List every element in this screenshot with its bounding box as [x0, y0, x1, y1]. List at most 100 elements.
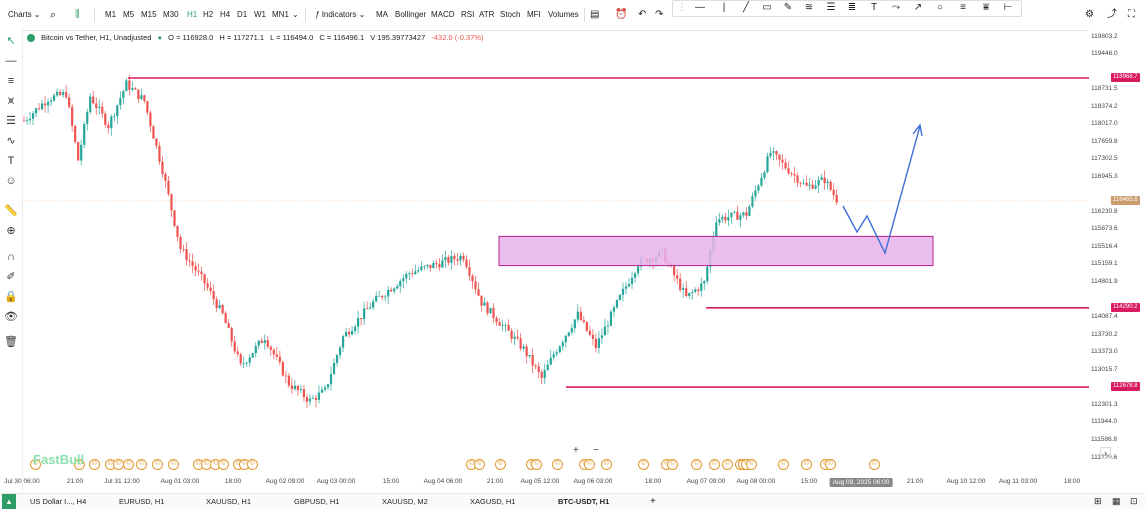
economic-event-icon[interactable]: ©: [474, 459, 485, 470]
tab-xauusd-m2[interactable]: XAUUSD, M2: [382, 497, 428, 506]
economic-event-icon[interactable]: ©: [30, 459, 41, 470]
magnet-icon[interactable]: ∩: [7, 251, 15, 263]
alarm-icon[interactable]: ⏰: [615, 9, 628, 20]
tab-gbpusd[interactable]: GBPUSD, H1: [294, 497, 340, 506]
price-axis[interactable]: 119803.2 119446.0 118731.5 118374.2 118017.0…: [1089, 30, 1145, 470]
path-icon[interactable]: ⤳: [892, 2, 900, 13]
economic-event-icon[interactable]: ©: [247, 459, 258, 470]
economic-event-icon[interactable]: ©: [218, 459, 229, 470]
economic-event-icon[interactable]: ©: [584, 459, 595, 470]
tf-w1[interactable]: W1: [254, 10, 266, 19]
trend-line-icon[interactable]: ╱: [742, 2, 750, 13]
pitchfork-icon[interactable]: ⩸: [982, 2, 990, 13]
economic-event-icon[interactable]: ©: [638, 459, 649, 470]
indicator-atr[interactable]: ATR: [479, 10, 495, 19]
economic-event-icon[interactable]: ©: [123, 459, 134, 470]
economic-event-icon[interactable]: ©: [778, 459, 789, 470]
rectangle-icon[interactable]: ▭: [762, 2, 772, 13]
tf-m5[interactable]: M5: [123, 10, 135, 19]
horizontal-line-icon[interactable]: —: [5, 55, 17, 67]
zoom-in-icon[interactable]: ⊕: [6, 225, 16, 237]
economic-event-icon[interactable]: ©: [601, 459, 612, 470]
tab-xauusd-h1[interactable]: XAUUSD, H1: [206, 497, 252, 506]
tf-h2[interactable]: H2: [203, 10, 214, 19]
economic-event-icon[interactable]: ©: [136, 459, 147, 470]
arrow-icon[interactable]: ↗: [913, 2, 923, 13]
trash-icon[interactable]: 🗑: [4, 336, 18, 348]
economic-event-icon[interactable]: ©: [869, 459, 880, 470]
settings-icon[interactable]: ⚙: [1085, 9, 1094, 20]
snapshot-icon[interactable]: ⤴: [1107, 9, 1117, 20]
expand-icon[interactable]: ⊡: [1130, 496, 1138, 506]
economic-event-icon[interactable]: ©: [74, 459, 85, 470]
economic-event-icon[interactable]: ©: [552, 459, 563, 470]
economic-event-icon[interactable]: ©: [801, 459, 812, 470]
ray-icon[interactable]: ⊢: [1003, 2, 1013, 13]
indicator-ma[interactable]: MA: [376, 10, 388, 19]
drag-handle-icon[interactable]: ⋮: [677, 2, 687, 13]
indicator-bollinger[interactable]: Bollinger: [395, 10, 427, 19]
economic-event-icon[interactable]: ©: [691, 459, 702, 470]
pattern-icon[interactable]: ⩙: [7, 95, 15, 107]
layout-icon[interactable]: ▤: [590, 9, 600, 20]
scroll-right-icon[interactable]: ›: [1100, 447, 1111, 459]
ruler-icon[interactable]: 📏: [4, 205, 18, 217]
horizontal-line-icon[interactable]: —: [695, 2, 705, 13]
tf-h4[interactable]: H4: [220, 10, 231, 19]
price-chart[interactable]: [22, 30, 1089, 485]
charts-menu[interactable]: Charts ⌄: [8, 0, 41, 30]
emoji-icon[interactable]: ☺: [5, 175, 17, 187]
tf-d1[interactable]: D1: [237, 10, 248, 19]
channel-icon[interactable]: ≡: [7, 75, 15, 87]
candles-icon[interactable]: ⫼: [75, 9, 80, 20]
indicator-macd[interactable]: MACD: [431, 10, 455, 19]
economic-event-icon[interactable]: ©: [89, 459, 100, 470]
tab-btc-usdt[interactable]: BTC-USDT, H1: [558, 497, 610, 506]
zoom-out-button[interactable]: −: [593, 445, 599, 456]
tf-m1[interactable]: M1: [105, 10, 117, 19]
tf-m30[interactable]: M30: [163, 10, 179, 19]
economic-event-icon[interactable]: ©: [168, 459, 179, 470]
economic-event-icon[interactable]: ©: [746, 459, 757, 470]
text-icon[interactable]: T: [7, 155, 15, 167]
economic-event-icon[interactable]: ©: [722, 459, 733, 470]
gann-icon[interactable]: ≡: [960, 2, 966, 13]
add-tab-button[interactable]: +: [650, 496, 656, 507]
indicators-button[interactable]: ƒ Indicators ⌄: [315, 0, 365, 30]
tab-xagusd[interactable]: XAGUSD, H1: [470, 497, 516, 506]
tab-us-dollar-index[interactable]: US Dollar I..., H4: [30, 497, 87, 506]
time-axis[interactable]: Jul 30 06:00 21:00 Jul 31 12:00 Aug 01 03:0…: [4, 476, 1089, 490]
tab-eurusd[interactable]: EURUSD, H1: [119, 497, 165, 506]
economic-event-icon[interactable]: ©: [531, 459, 542, 470]
zoom-in-button[interactable]: +: [573, 445, 579, 456]
lock-icon[interactable]: 🔒: [4, 291, 18, 303]
chevron-down-icon[interactable]: ⌄: [292, 10, 299, 19]
economic-event-icon[interactable]: ©: [152, 459, 163, 470]
economic-event-icon[interactable]: ©: [667, 459, 678, 470]
fullscreen-icon[interactable]: ⛶: [1128, 9, 1135, 20]
tf-mn1[interactable]: MN1: [272, 10, 289, 19]
economic-event-icon[interactable]: ©: [495, 459, 506, 470]
indicator-volumes[interactable]: Volumes: [548, 10, 579, 19]
indicator-stoch[interactable]: Stoch: [500, 10, 521, 19]
fib-fan-icon[interactable]: ≣: [847, 2, 857, 13]
fib-retracement-icon[interactable]: ≋: [804, 2, 814, 13]
brush-icon[interactable]: ✎: [783, 2, 793, 13]
cursor-icon[interactable]: ↖: [6, 35, 16, 47]
eye-icon[interactable]: 👁: [4, 311, 18, 323]
redo-icon[interactable]: ↷: [655, 9, 664, 20]
vertical-line-icon[interactable]: |: [722, 2, 726, 13]
grid-layout-icon[interactable]: ▦: [1112, 496, 1121, 506]
layout-split-icon[interactable]: ⊞: [1094, 496, 1102, 506]
undo-icon[interactable]: ↶: [638, 9, 647, 20]
parallel-channel-icon[interactable]: ☰: [826, 2, 836, 13]
economic-event-icon[interactable]: ©: [825, 459, 836, 470]
tf-m15[interactable]: M15: [141, 10, 157, 19]
indicator-rsi[interactable]: RSI: [461, 10, 475, 19]
wave-icon[interactable]: ∿: [6, 135, 16, 147]
text-icon[interactable]: T: [870, 2, 878, 13]
fib-icon[interactable]: ☰: [6, 115, 16, 127]
indicator-mfi[interactable]: MFI: [527, 10, 541, 19]
pencil-lock-icon[interactable]: ✐: [6, 271, 16, 283]
circle-icon[interactable]: ○: [936, 2, 944, 13]
